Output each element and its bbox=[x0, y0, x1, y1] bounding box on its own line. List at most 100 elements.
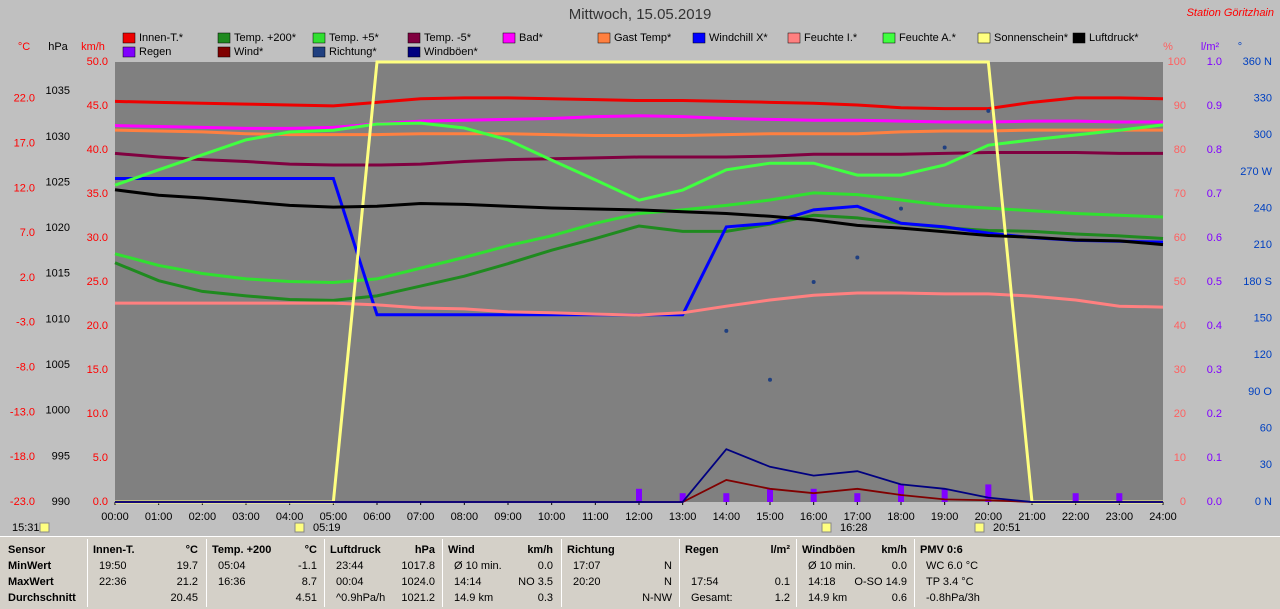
legend-label: Temp. +5* bbox=[329, 32, 380, 44]
y-tick-label: 2.0 bbox=[20, 272, 35, 284]
series-line bbox=[114, 213, 1164, 302]
rain-bar bbox=[1116, 493, 1123, 502]
cell-value: 21.2 bbox=[176, 576, 198, 588]
stats-table: Sensor MinWert MaxWert Durchschnitt Innen-T.… bbox=[0, 536, 1280, 609]
legend-label: Windchill X* bbox=[709, 32, 768, 44]
cell-time: -0.8hPa/3h bbox=[926, 592, 980, 604]
legend-swatch bbox=[407, 32, 421, 44]
x-tick-label: 03:00 bbox=[232, 511, 260, 523]
x-tick-label: 02:00 bbox=[189, 511, 217, 523]
x-tick-label: 05:00 bbox=[320, 511, 348, 523]
y-tick-label: 0 bbox=[1180, 496, 1186, 508]
y-tick-label: 360 N bbox=[1243, 56, 1272, 68]
cell-value: 0.1 bbox=[774, 576, 790, 588]
cell-time: ^0.9hPa/h bbox=[336, 592, 386, 604]
y-tick-label: 995 bbox=[52, 450, 70, 462]
series-line bbox=[114, 121, 1164, 202]
y-tick-label: 10.0 bbox=[87, 408, 108, 420]
sun-time: 05:19 bbox=[313, 522, 341, 534]
legend-swatch bbox=[692, 32, 706, 44]
rain-bar bbox=[985, 484, 992, 502]
sun-time: 20:51 bbox=[993, 522, 1021, 534]
column-header: PMV 0:6 bbox=[920, 544, 963, 556]
y-tick-label: 0.0 bbox=[1207, 496, 1222, 508]
y-tick-label: 30 bbox=[1174, 364, 1186, 376]
y-tick-label: 60 bbox=[1260, 423, 1272, 435]
y-tick-label: 0.4 bbox=[1207, 320, 1222, 332]
cell-time: 14:18 bbox=[808, 576, 836, 588]
y-tick-label: 0.9 bbox=[1207, 100, 1222, 112]
y-tick-label: 100 bbox=[1168, 56, 1186, 68]
chart: Mittwoch, 15.05.2019 Station Göritzhain … bbox=[10, 6, 1274, 534]
cell-time: 14.9 km bbox=[808, 592, 848, 604]
cell-time: 23:44 bbox=[336, 560, 364, 572]
cell-value: 19.7 bbox=[176, 560, 198, 572]
column-separator bbox=[206, 539, 207, 607]
axis-title: °C bbox=[18, 41, 30, 53]
cell-time: 22:36 bbox=[99, 576, 127, 588]
sun-icon bbox=[294, 522, 305, 533]
direction-dot bbox=[855, 255, 860, 260]
series-line bbox=[114, 114, 1163, 130]
y-tick-label: 12.0 bbox=[14, 182, 35, 194]
x-tick-label: 21:00 bbox=[1018, 511, 1046, 523]
station-name: Station Göritzhain bbox=[1187, 7, 1274, 19]
y-tick-label: 10 bbox=[1174, 452, 1186, 464]
legend-swatch bbox=[122, 32, 136, 44]
x-tick-label: 01:00 bbox=[145, 511, 173, 523]
y-tick-label: 1025 bbox=[46, 176, 70, 188]
legend-swatch bbox=[312, 32, 326, 44]
y-tick-label: 0.0 bbox=[93, 496, 108, 508]
series-line bbox=[114, 191, 1164, 284]
y-tick-label: 15.0 bbox=[87, 364, 108, 376]
rain-bar bbox=[636, 488, 642, 502]
x-tick-label: 13:00 bbox=[669, 511, 697, 523]
x-tick-label: 18:00 bbox=[887, 511, 915, 523]
cell-time: 20:20 bbox=[573, 576, 601, 588]
y-tick-label: 0.7 bbox=[1207, 188, 1222, 200]
y-tick-label: 5.0 bbox=[93, 452, 108, 464]
y-tick-label: 1015 bbox=[46, 268, 70, 280]
column-separator bbox=[442, 539, 443, 607]
y-tick-label: 0.3 bbox=[1207, 364, 1222, 376]
x-tick-label: 15:00 bbox=[756, 511, 784, 523]
legend-swatch bbox=[122, 46, 136, 58]
column-separator bbox=[324, 539, 325, 607]
cell-value: 8.7 bbox=[301, 576, 317, 588]
y-tick-label: 990 bbox=[52, 496, 70, 508]
axis-title: % bbox=[1163, 41, 1173, 53]
direction-dot bbox=[768, 377, 772, 382]
direction-dot bbox=[942, 145, 947, 150]
y-tick-label: -23.0 bbox=[10, 496, 35, 508]
rain-bar bbox=[898, 484, 904, 502]
x-tick-label: 23:00 bbox=[1106, 511, 1134, 523]
direction-dot bbox=[899, 206, 903, 211]
y-tick-label: 0 N bbox=[1255, 496, 1272, 508]
column-header: Temp. +200 bbox=[212, 544, 272, 556]
y-tick-label: 50.0 bbox=[87, 56, 108, 68]
cell-time: 00:04 bbox=[336, 576, 364, 588]
y-tick-label: 1010 bbox=[46, 313, 70, 325]
column-header: Luftdruck bbox=[330, 544, 381, 556]
y-tick-label: -13.0 bbox=[10, 406, 35, 418]
x-tick-label: 12:00 bbox=[625, 511, 653, 523]
legend-swatch bbox=[977, 32, 991, 44]
legend-swatch bbox=[217, 46, 231, 58]
direction-dot bbox=[811, 280, 816, 284]
legend-swatch bbox=[1072, 32, 1086, 44]
y-tick-label: 20.0 bbox=[87, 320, 108, 332]
legend-label: Temp. -5* bbox=[424, 32, 472, 44]
y-tick-label: -3.0 bbox=[16, 317, 35, 329]
legend-swatch bbox=[407, 46, 421, 58]
cell-time: 19:50 bbox=[99, 560, 127, 572]
legend-swatch bbox=[882, 32, 896, 44]
legend-label: Gast Temp* bbox=[614, 32, 672, 44]
y-tick-label: 1.0 bbox=[1207, 56, 1222, 68]
sun-time: 16:28 bbox=[840, 522, 868, 534]
x-tick-label: 09:00 bbox=[494, 511, 522, 523]
column-separator bbox=[87, 539, 88, 607]
x-tick-label: 11:00 bbox=[582, 511, 609, 523]
legend-label: Feuchte A.* bbox=[899, 32, 957, 44]
y-tick-label: 45.0 bbox=[87, 100, 108, 112]
y-tick-label: 0.1 bbox=[1207, 452, 1222, 464]
